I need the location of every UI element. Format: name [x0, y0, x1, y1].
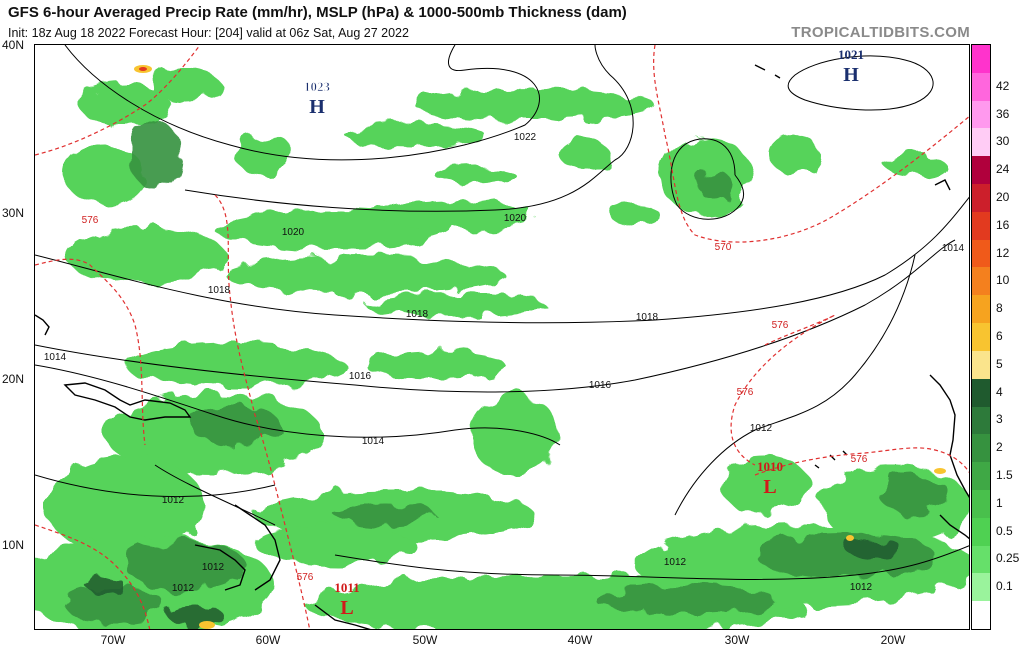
- colorbar-segment: [972, 462, 990, 491]
- colorbar-segment: [972, 184, 990, 213]
- isobar-label: 1014: [44, 352, 67, 363]
- isobar-label: 1022: [514, 132, 537, 143]
- lon-label: 20W: [880, 633, 906, 647]
- isobar-label: 1020: [282, 227, 305, 238]
- isobar-label: 1012: [664, 557, 687, 568]
- low-center: 1010 L: [757, 459, 783, 498]
- pressure-value: 1011: [334, 580, 359, 595]
- lon-label: 70W: [100, 633, 126, 647]
- high-center: 1021 H: [838, 47, 864, 86]
- isobar-label: 1012: [750, 423, 773, 434]
- lon-label: 30W: [724, 633, 750, 647]
- thickness-label: 576: [82, 215, 99, 226]
- pressure-symbol: H: [309, 96, 325, 118]
- map-title: GFS 6-hour Averaged Precip Rate (mm/hr),…: [8, 4, 627, 21]
- isobar-label: 1012: [162, 495, 185, 506]
- thickness-label: 570: [715, 242, 732, 253]
- isobar-label: 1018: [406, 309, 429, 320]
- colorbar-tick-label: 12: [996, 245, 1010, 260]
- isobar-label: 1016: [589, 380, 612, 391]
- pressure-value: 1023: [304, 79, 331, 94]
- colorbar-segment: [972, 72, 990, 102]
- colorbar-tick-label: 1: [996, 495, 1003, 510]
- colorbar-segment: [972, 239, 990, 268]
- colorbar-segment: [972, 128, 990, 157]
- isobar-label: 1014: [942, 243, 965, 254]
- colorbar-tick-label: 0.25: [996, 551, 1020, 566]
- lat-label: 20N: [2, 372, 25, 386]
- lat-label: 30N: [2, 206, 25, 220]
- isobar-labels: 1022 1020 1020 1018 1018 1018 1016 1016 …: [44, 132, 965, 594]
- colorbar-tick-label: 2: [996, 440, 1003, 455]
- low-center: 1011 L: [334, 580, 359, 619]
- lat-label: 40N: [2, 38, 25, 52]
- colorbar-tick-label: 1.5: [996, 468, 1013, 483]
- colorbar-tick-label: 36: [996, 106, 1010, 121]
- lon-label: 40W: [567, 633, 593, 647]
- colorbar-segment: [972, 406, 990, 435]
- pressure-value: 1010: [757, 459, 783, 474]
- heavy-precip-spots: [134, 65, 946, 629]
- weather-map: 1022 1020 1020 1018 1018 1018 1016 1016 …: [34, 44, 970, 630]
- colorbar-tick-label: 16: [996, 217, 1010, 232]
- colorbar-tick-label: 3: [996, 412, 1003, 427]
- site-watermark: TROPICALTIDBITS.COM: [791, 24, 970, 41]
- colorbar-segment: [972, 267, 990, 296]
- isobars: [35, 45, 969, 580]
- colorbar-tick-label: 0.5: [996, 523, 1013, 538]
- thickness-label: 576: [297, 572, 314, 583]
- colorbar-tick-label: 24: [996, 162, 1010, 177]
- pressure-symbol: L: [340, 597, 353, 619]
- lon-label: 50W: [412, 633, 438, 647]
- colorbar-tick-label: 5: [996, 356, 1003, 371]
- colorbar-tick-label: 42: [996, 78, 1010, 93]
- colorbar-segment: [972, 45, 990, 74]
- colorbar-segment: [972, 156, 990, 185]
- colorbar-segment: [972, 350, 990, 380]
- isobar-label: 1020: [504, 213, 527, 224]
- colorbar-tick-label: 6: [996, 329, 1003, 343]
- map-canvas: 1022 1020 1020 1018 1018 1018 1016 1016 …: [35, 45, 969, 629]
- thickness-labels: 576 570 576 576 576 576: [82, 215, 868, 583]
- colorbar-segment: [972, 378, 990, 407]
- colorbar-tick-label: 30: [996, 134, 1010, 149]
- colorbar-segment: [972, 489, 990, 519]
- thickness-label: 576: [772, 320, 789, 331]
- colorbar-segment: [972, 323, 990, 352]
- colorbar-tick-label: 8: [996, 301, 1003, 316]
- pressure-value: 1021: [838, 47, 864, 62]
- colorbar-segment: [972, 573, 990, 602]
- isobar-label: 1018: [636, 312, 659, 323]
- high-center: 1023 H: [304, 79, 331, 118]
- pressure-symbol: L: [763, 476, 776, 498]
- colorbar-segment: [972, 295, 990, 324]
- colorbar-tick-label: 0.1: [996, 579, 1013, 594]
- colorbar-tick-label: 4: [996, 384, 1003, 399]
- colorbar-segment: [972, 100, 990, 129]
- pressure-centers: 1023 H 1021 H 1010 L 1011 L: [304, 47, 864, 619]
- colorbar-segment: [972, 211, 990, 241]
- thickness-contours: [35, 45, 969, 629]
- pressure-symbol: H: [843, 64, 859, 86]
- isobar-label: 1012: [202, 562, 225, 573]
- isobar-label: 1012: [850, 582, 873, 593]
- isobar-label: 1014: [362, 436, 385, 447]
- thickness-label: 576: [851, 454, 868, 465]
- map-subtitle: Init: 18z Aug 18 2022 Forecast Hour: [20…: [8, 26, 409, 40]
- isobar-label: 1016: [349, 371, 372, 382]
- thickness-label: 576: [737, 387, 754, 398]
- lat-label: 10N: [2, 538, 25, 552]
- lon-label: 60W: [255, 633, 281, 647]
- isobar-label: 1012: [172, 583, 195, 594]
- colorbar-segment: [972, 517, 990, 547]
- isobar-label: 1018: [208, 285, 231, 296]
- colorbar-tick-label: 20: [996, 189, 1010, 204]
- precip-colorbar: [971, 44, 991, 630]
- colorbar-segment: [972, 545, 990, 574]
- colorbar-segment: [972, 601, 990, 630]
- colorbar-segment: [972, 434, 990, 463]
- precip-field: [35, 69, 969, 629]
- colorbar-tick-label: 10: [996, 273, 1010, 288]
